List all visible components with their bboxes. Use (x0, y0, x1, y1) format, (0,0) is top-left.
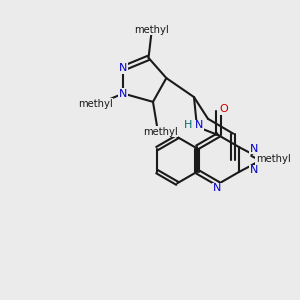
Text: N: N (213, 183, 221, 193)
Text: N: N (119, 88, 128, 98)
Text: N: N (195, 120, 203, 130)
Text: O: O (219, 104, 228, 114)
Text: methyl: methyl (256, 154, 291, 164)
Text: H: H (184, 120, 192, 130)
Text: methyl: methyl (143, 127, 178, 136)
Text: N: N (250, 144, 258, 154)
Text: N: N (119, 63, 128, 73)
Text: N: N (250, 165, 258, 175)
Text: methyl: methyl (134, 25, 169, 34)
Text: methyl: methyl (78, 99, 112, 109)
